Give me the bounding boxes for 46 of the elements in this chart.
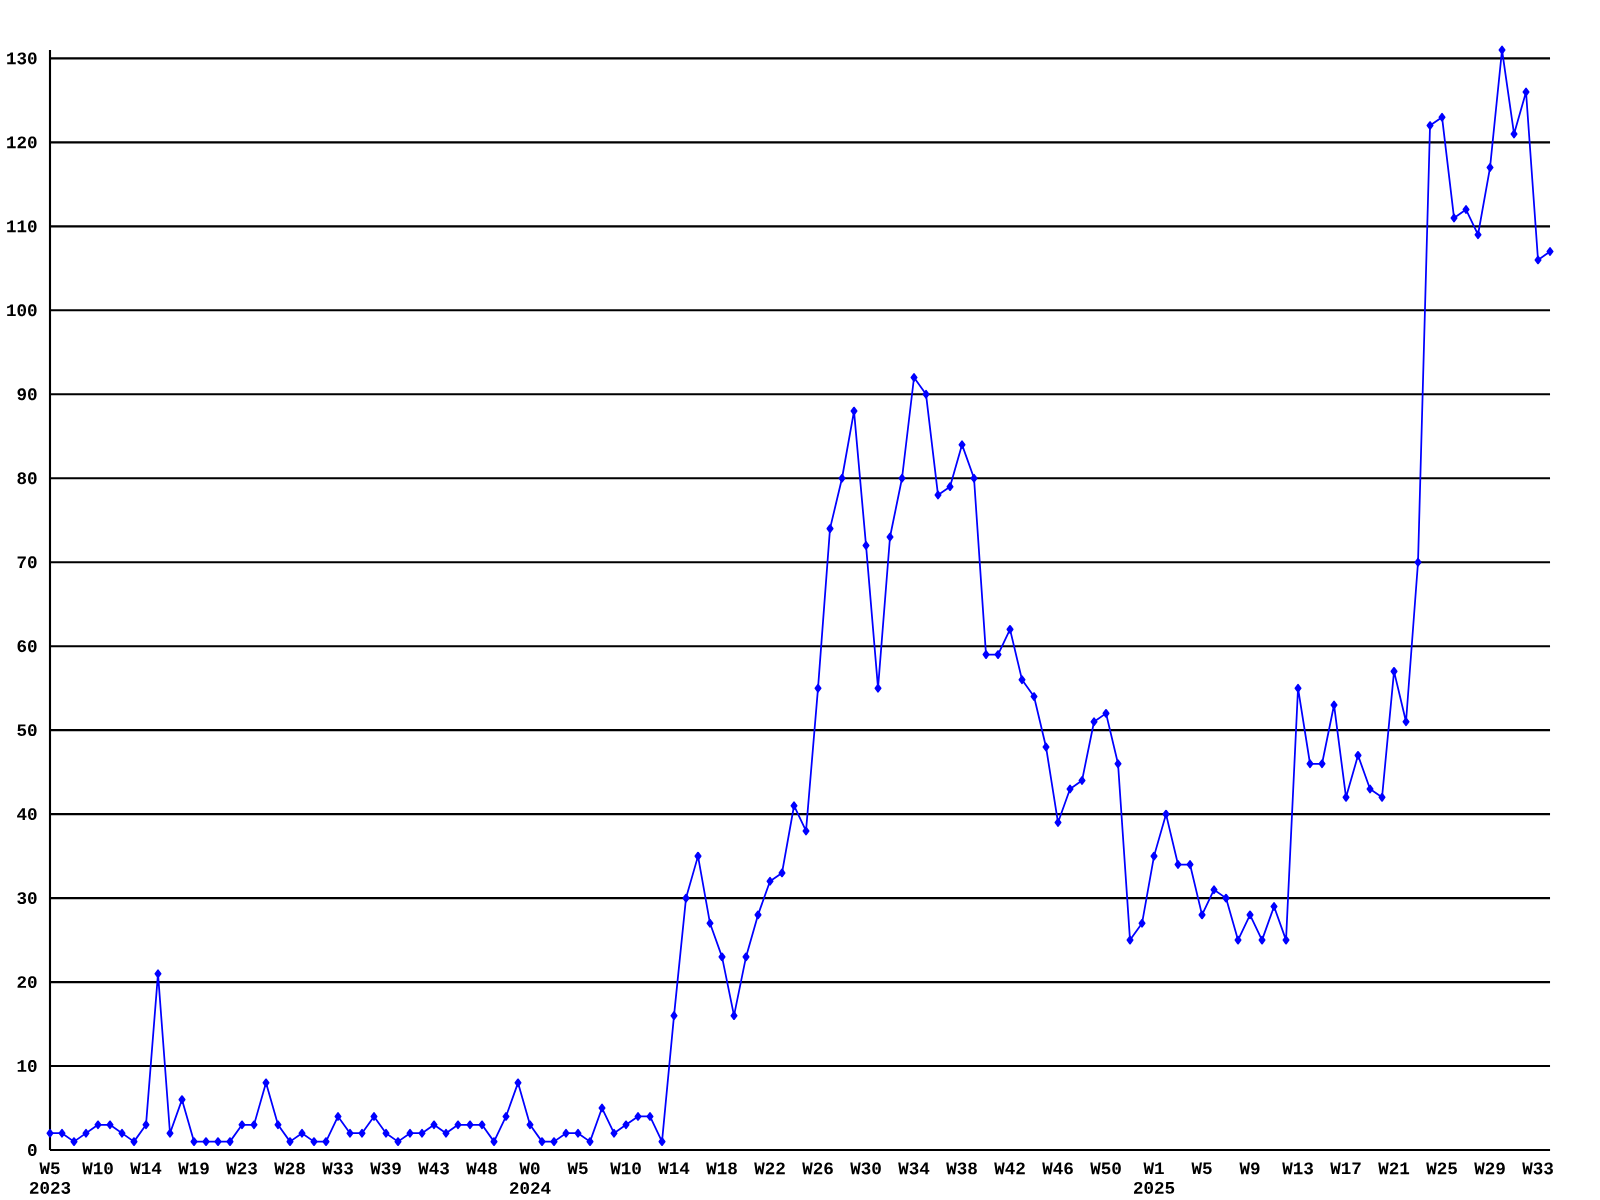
y-tick-label: 0 — [28, 1144, 37, 1156]
x-tick-label: W13 — [1282, 1162, 1313, 1175]
x-tick-label: W5 — [1191, 1162, 1212, 1175]
x-tick-label: W48 — [466, 1162, 497, 1175]
x-tick-label: W50 — [1090, 1162, 1121, 1175]
x-tick-label: W19 — [178, 1162, 209, 1175]
x-tick-label: W28 — [274, 1162, 305, 1175]
y-tick-label: 120 — [7, 136, 37, 149]
x-tick-label: W5 2023 — [29, 1162, 71, 1194]
x-tick-label: W14 — [658, 1162, 690, 1175]
y-tick-label: 130 — [7, 52, 37, 65]
y-tick-label: 50 — [17, 724, 37, 737]
x-tick-label: W23 — [226, 1162, 257, 1175]
y-tick-label: 20 — [17, 976, 37, 989]
x-tick-label: W42 — [994, 1162, 1025, 1175]
x-tick-label: W46 — [1042, 1162, 1073, 1175]
x-tick-label: W26 — [802, 1162, 833, 1175]
y-tick-label: 40 — [17, 808, 37, 821]
x-tick-label: W25 — [1426, 1162, 1457, 1175]
x-tick-label: W18 — [706, 1162, 737, 1175]
y-tick-label: 30 — [17, 892, 37, 905]
y-tick-label: 10 — [17, 1060, 37, 1072]
y-tick-label: 70 — [17, 556, 37, 569]
x-tick-label: W17 — [1330, 1162, 1361, 1175]
x-tick-label: W30 — [850, 1162, 881, 1175]
x-tick-label: W33 — [322, 1162, 353, 1175]
x-tick-label: W1 2025 — [1133, 1162, 1175, 1194]
x-tick-label: W14 — [130, 1162, 162, 1175]
x-tick-label: W34 — [898, 1162, 930, 1175]
y-tick-label: 110 — [7, 220, 37, 233]
y-tick-label: 60 — [17, 640, 37, 653]
y-tick-label: 80 — [17, 472, 37, 485]
x-tick-label: W33 — [1522, 1162, 1553, 1175]
x-tick-label: W29 — [1474, 1162, 1505, 1175]
x-tick-label: W38 — [946, 1162, 977, 1175]
x-tick-label: W43 — [418, 1162, 449, 1175]
x-tick-label: W0 2024 — [509, 1162, 551, 1195]
x-tick-label: W21 — [1378, 1162, 1410, 1175]
y-tick-label: 100 — [7, 304, 37, 317]
x-tick-label: W5 — [567, 1162, 588, 1175]
y-tick-label: 90 — [17, 388, 37, 401]
x-tick-label: W10 — [610, 1162, 641, 1175]
x-tick-label: W39 — [370, 1162, 401, 1175]
x-tick-label: W22 — [754, 1162, 785, 1175]
x-tick-label: W10 — [82, 1162, 113, 1175]
x-tick-label: W9 — [1239, 1162, 1260, 1175]
